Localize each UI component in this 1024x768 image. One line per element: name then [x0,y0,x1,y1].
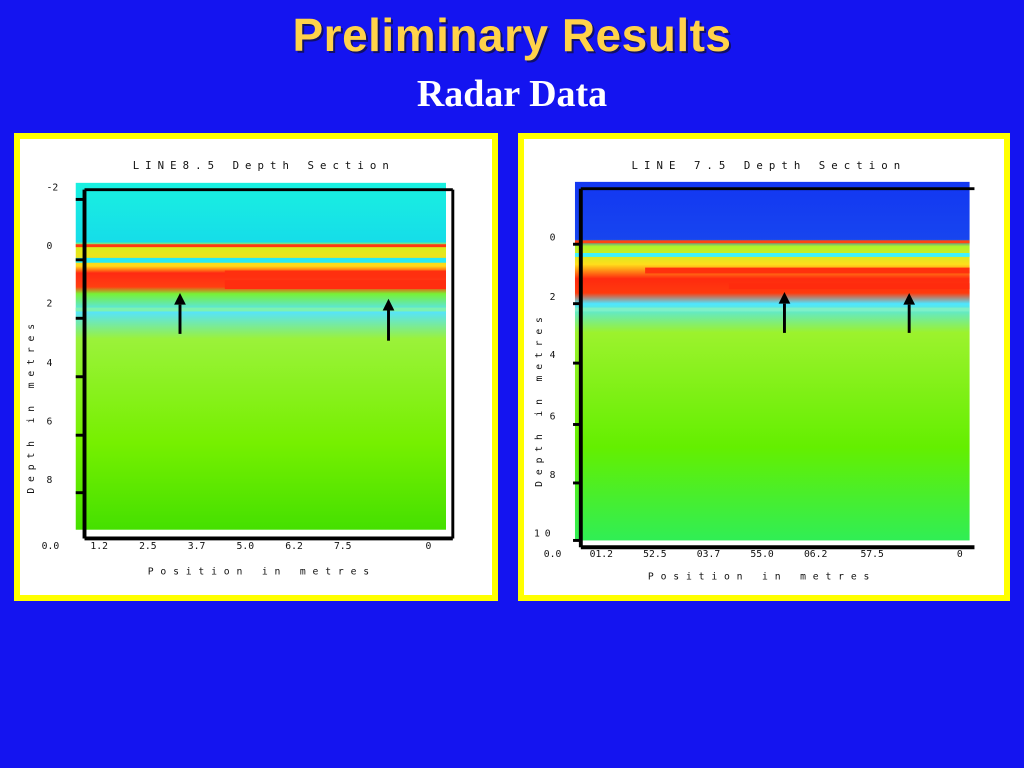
y-axis-ticks [573,242,581,542]
x-tick-label: 0.0 [544,549,562,560]
y-tick-label: 6 [550,412,556,423]
x-tick-label: 06.2 [804,549,828,560]
y-tick-label: 6 [47,416,53,427]
y-tick-labels: 0 2 4 6 8 10 [534,232,556,539]
reflection-band-low [574,307,970,312]
y-tick-label: 2 [47,299,53,310]
reflection-band-mid [574,253,970,257]
x-tick-label: 52.5 [643,549,667,560]
x-tick-label: 03.7 [697,549,721,560]
y-axis-label: Depth in metres [26,318,37,494]
x-tick-label: 3.7 [188,541,206,552]
y-tick-label: 0 [550,232,556,243]
reflection-band-top [75,244,446,248]
x-tick-label: 5.0 [237,541,255,552]
x-tick-label: 55.0 [750,549,774,560]
x-tick-labels: 0.0 1.2 2.5 3.7 5.0 6.2 7.5 0 [42,541,432,552]
reflection-band-red [645,267,970,274]
reflection-band-red [224,270,446,278]
feature-arrow [778,291,791,333]
axis-lines [578,187,975,550]
reflection-band-top [574,240,970,244]
x-tick-label: 0 [957,549,963,560]
reflection-band-red-2 [728,283,970,290]
panel-title: LINE 7.5 Depth Section [632,159,907,172]
y-tick-label: 10 [534,529,555,540]
y-tick-label: 8 [47,475,53,486]
reflection-band-red-2 [224,280,446,290]
x-axis-label: Position in metres [148,567,376,578]
x-axis-label: Position in metres [648,571,876,582]
x-tick-label: 2.5 [139,541,157,552]
x-tick-label: 1.2 [90,541,108,552]
radar-panel-right: LINE 7.5 Depth Section 0 2 4 [518,133,1010,601]
radar-panel-left: LINE8.5 Depth Section -2 0 2 [14,133,498,601]
radar-image [75,182,446,530]
y-tick-label: 4 [550,350,556,361]
y-tick-label: 2 [550,292,556,303]
radar-image-bg [75,182,446,530]
x-tick-label: 7.5 [334,541,352,552]
feature-arrow [382,298,395,341]
y-tick-label: 8 [550,470,556,481]
x-tick-label: 57.5 [860,549,884,560]
y-tick-labels: -2 0 2 4 6 8 [47,183,59,486]
radar-figure-left: LINE8.5 Depth Section -2 0 2 [26,159,455,578]
axis-lines [82,188,455,541]
radar-image-bg [574,181,970,541]
x-tick-label: 0 [426,541,432,552]
y-tick-label: 0 [47,241,53,252]
radar-image [574,181,970,541]
reflection-band-mid [75,257,446,263]
slide-subtitle: Radar Data [416,73,608,115]
reflection-band-low [75,307,446,312]
y-tick-label: -2 [47,183,59,194]
x-tick-label: 0.0 [42,541,60,552]
y-axis-label: Depth in metres [534,311,545,487]
radar-figure-right: LINE 7.5 Depth Section 0 2 4 [534,159,975,595]
x-tick-label: 01.2 [590,549,614,560]
feature-arrow [903,292,916,333]
panel-title: LINE8.5 Depth Section [133,159,395,172]
x-tick-labels: 0.0 01.2 52.5 03.7 55.0 06.2 57.5 0 [544,549,963,560]
x-tick-label: 6.2 [285,541,303,552]
y-axis-ticks [75,197,85,495]
feature-arrow [174,292,186,334]
y-tick-label: 4 [47,358,53,369]
slide-title: Preliminary Results [292,9,732,61]
